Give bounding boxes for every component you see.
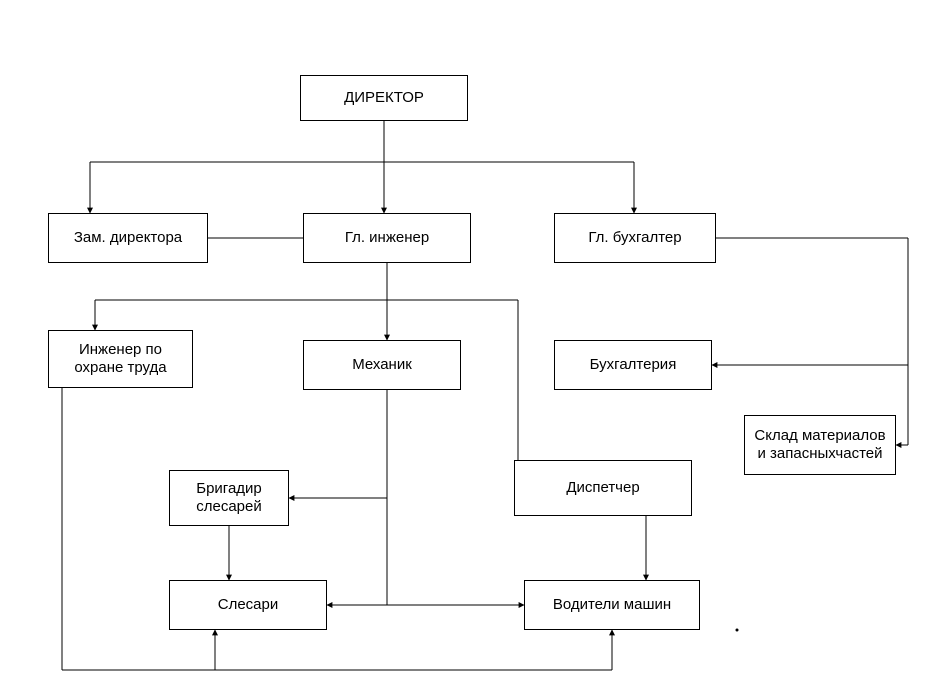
label: ДИРЕКТОР [344, 89, 424, 107]
label: Склад материалов и запасныхчастей [753, 427, 887, 463]
node-chief-accountant: Гл. бухгалтер [554, 213, 716, 263]
node-deputy-director: Зам. директора [48, 213, 208, 263]
label: Бригадир слесарей [178, 480, 280, 516]
label: Инженер по охране труда [57, 341, 184, 377]
node-mechanic: Механик [303, 340, 461, 390]
node-chief-engineer: Гл. инженер [303, 213, 471, 263]
label: Водители машин [553, 596, 671, 614]
label: Гл. бухгалтер [588, 229, 681, 247]
org-chart-canvas: ДИРЕКТОР Зам. директора Гл. инженер Гл. … [0, 0, 930, 699]
label: Диспетчер [566, 479, 639, 497]
node-warehouse: Склад материалов и запасныхчастей [744, 415, 896, 475]
label: Механик [352, 356, 412, 374]
node-director: ДИРЕКТОР [300, 75, 468, 121]
node-drivers: Водители машин [524, 580, 700, 630]
label: Бухгалтерия [590, 356, 677, 374]
node-foreman: Бригадир слесарей [169, 470, 289, 526]
node-fitters: Слесари [169, 580, 327, 630]
node-dispatcher: Диспетчер [514, 460, 692, 516]
node-safety-engineer: Инженер по охране труда [48, 330, 193, 388]
node-accounting: Бухгалтерия [554, 340, 712, 390]
label: Зам. директора [74, 229, 182, 247]
label: Слесари [218, 596, 279, 614]
label: Гл. инженер [345, 229, 429, 247]
